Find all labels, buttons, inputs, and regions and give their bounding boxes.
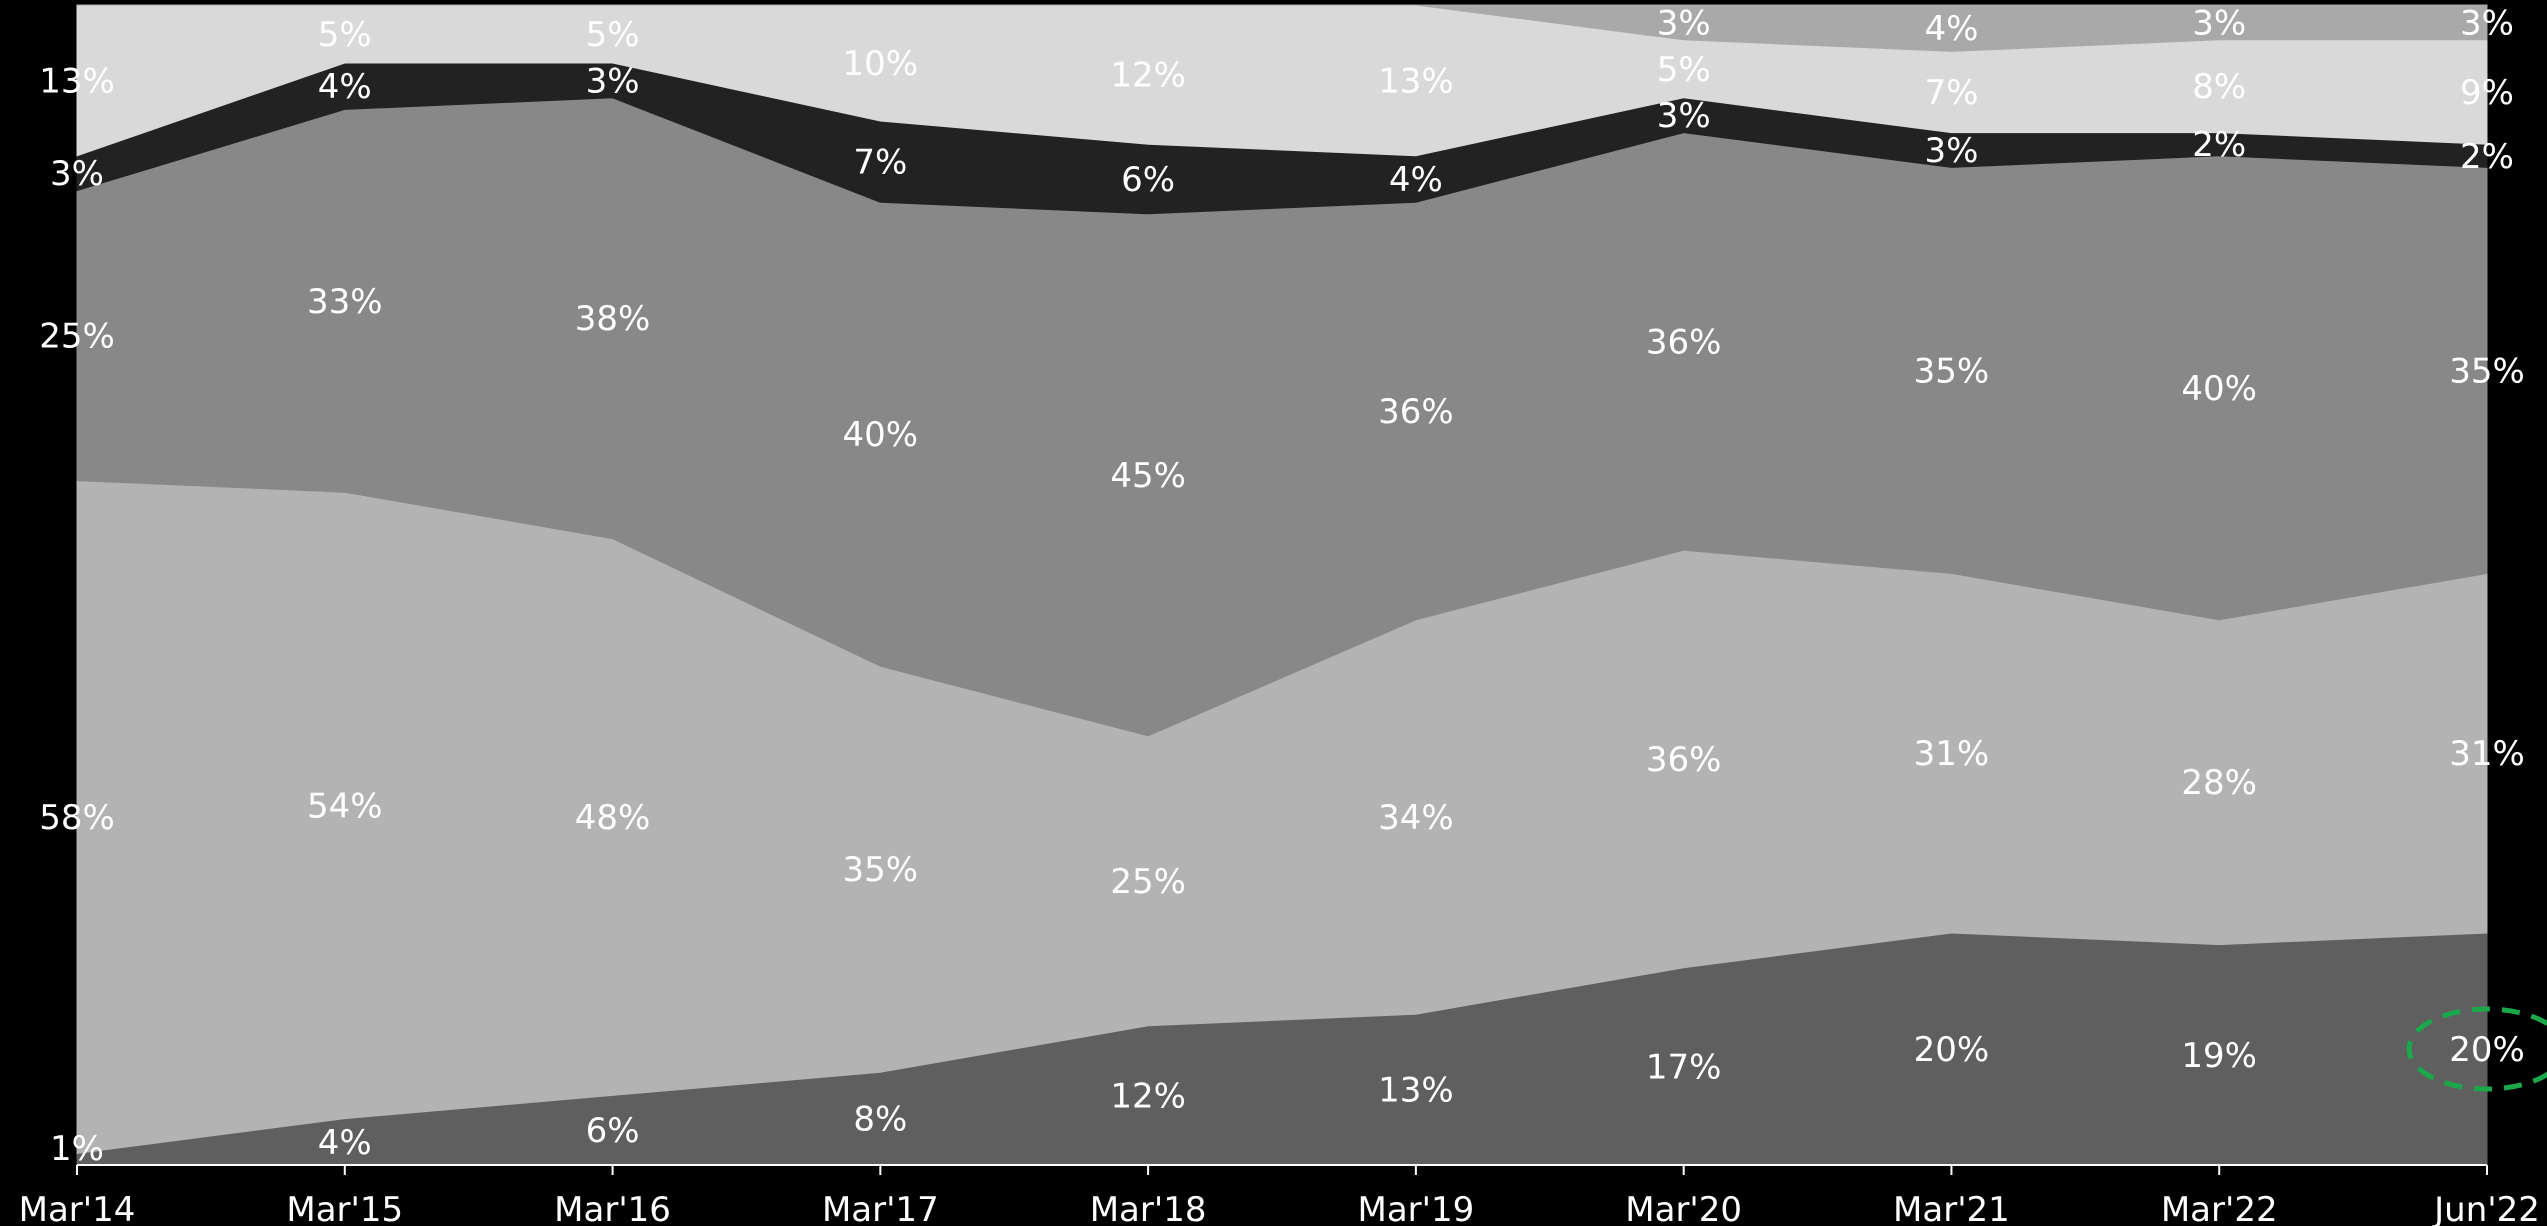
data-label-s1-1: 1% — [50, 1129, 104, 1169]
data-label-s2-10: 31% — [2449, 734, 2525, 774]
data-label-s5-7: 5% — [1657, 50, 1711, 90]
data-label-s2-2: 54% — [307, 786, 383, 826]
x-tick-label-9: Mar'22 — [2161, 1190, 2278, 1226]
data-label-s5-1: 13% — [39, 61, 115, 101]
data-label-s6-10: 3% — [2460, 3, 2514, 43]
data-label-s3-10: 35% — [2449, 351, 2525, 391]
data-label-s5-9: 8% — [2192, 67, 2246, 107]
data-label-s3-6: 36% — [1378, 392, 1454, 432]
data-label-s1-4: 8% — [853, 1100, 907, 1140]
data-label-s5-4: 10% — [843, 44, 919, 84]
data-label-s4-10: 2% — [2460, 137, 2514, 177]
data-label-s2-3: 48% — [575, 798, 651, 838]
x-tick-label-10: Jun'22 — [2432, 1190, 2540, 1226]
data-label-s2-4: 35% — [843, 850, 919, 890]
data-label-s4-5: 6% — [1121, 160, 1175, 200]
data-label-s6-7: 3% — [1657, 3, 1711, 43]
x-tick-label-7: Mar'20 — [1625, 1190, 1742, 1226]
data-label-s4-6: 4% — [1389, 160, 1443, 200]
data-label-s1-2: 4% — [318, 1123, 372, 1163]
data-label-s2-6: 34% — [1378, 798, 1454, 838]
data-label-s2-5: 25% — [1110, 862, 1186, 902]
data-label-s5-5: 12% — [1110, 56, 1186, 96]
data-label-s3-3: 38% — [575, 299, 651, 339]
x-tick-label-4: Mar'17 — [822, 1190, 939, 1226]
x-tick-label-2: Mar'15 — [286, 1190, 403, 1226]
data-label-s3-1: 25% — [39, 317, 115, 357]
data-label-s4-2: 4% — [318, 67, 372, 107]
x-tick-label-3: Mar'16 — [554, 1190, 671, 1226]
chart-areas — [76, 4, 2488, 1166]
x-tick-label-1: Mar'14 — [19, 1190, 136, 1226]
highlight-ellipse — [2406, 1006, 2547, 1092]
data-label-s4-4: 7% — [853, 143, 907, 183]
data-label-s4-3: 3% — [586, 61, 640, 101]
data-label-s3-4: 40% — [843, 415, 919, 455]
data-label-s3-7: 36% — [1646, 322, 1722, 362]
data-label-s1-6: 13% — [1378, 1071, 1454, 1111]
highlight-layer — [2406, 1006, 2547, 1092]
data-label-s2-1: 58% — [39, 798, 115, 838]
data-label-s5-6: 13% — [1378, 61, 1454, 101]
data-label-s3-2: 33% — [307, 282, 383, 322]
data-label-s2-9: 28% — [2181, 763, 2257, 803]
data-label-s1-10: 20% — [2449, 1030, 2525, 1070]
data-label-s1-7: 17% — [1646, 1047, 1722, 1087]
data-label-s2-7: 36% — [1646, 740, 1722, 780]
x-axis: Mar'14 Mar'15 Mar'16 Mar'17 Mar'18 Mar'19 Mar'… — [19, 1164, 2540, 1226]
x-tick-label-5: Mar'18 — [1090, 1190, 1207, 1226]
data-label-s2-8: 31% — [1914, 734, 1990, 774]
data-label-s5-3: 5% — [586, 15, 640, 55]
data-label-s5-10: 9% — [2460, 73, 2514, 113]
data-label-s6-8: 4% — [1924, 9, 1978, 49]
data-label-s5-2: 5% — [318, 15, 372, 55]
data-label-s1-9: 19% — [2181, 1036, 2257, 1076]
data-label-s3-8: 35% — [1914, 351, 1990, 391]
data-label-s4-1: 3% — [50, 154, 104, 194]
data-label-s1-8: 20% — [1914, 1030, 1990, 1070]
data-label-s5-8: 7% — [1924, 73, 1978, 113]
data-label-s4-9: 2% — [2192, 125, 2246, 165]
data-label-s4-7: 3% — [1657, 96, 1711, 136]
data-label-s3-9: 40% — [2181, 369, 2257, 409]
data-label-s4-8: 3% — [1924, 131, 1978, 171]
area-series-6 — [77, 4, 2488, 52]
data-label-s6-9: 3% — [2192, 3, 2246, 43]
data-label-s1-5: 12% — [1110, 1076, 1186, 1116]
data-labels: 1% 4% 6% 8% 12% 13% 17% 20% 19% 20% 58% 54% 48% 35% 25… — [39, 3, 2525, 1169]
data-label-s3-5: 45% — [1110, 456, 1186, 496]
x-tick-label-8: Mar'21 — [1893, 1190, 2010, 1226]
data-label-s1-3: 6% — [586, 1111, 640, 1151]
x-tick-label-6: Mar'19 — [1358, 1190, 1475, 1226]
